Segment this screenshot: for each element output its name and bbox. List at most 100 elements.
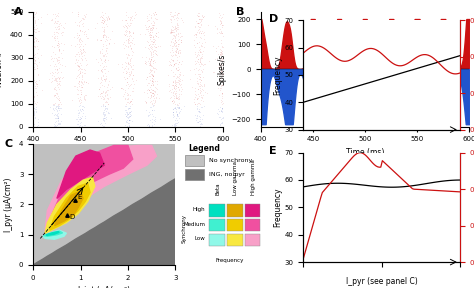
Point [197, 35, 205, 40]
Point [122, 104, 130, 109]
Point [119, 24, 127, 28]
Point [179, 19, 187, 24]
Point [78, 39, 85, 44]
Point [165, 62, 173, 67]
Point [75, 98, 83, 103]
Point [32, 52, 39, 56]
Point [33, 43, 41, 48]
Point [147, 44, 155, 49]
Point [145, 87, 152, 91]
Point [30, 111, 38, 115]
Point [171, 26, 178, 31]
Point [55, 75, 63, 80]
Point [152, 45, 160, 50]
Point [218, 90, 226, 95]
Point [125, 118, 132, 122]
Point [76, 107, 84, 111]
Point [100, 19, 108, 24]
Point [146, 61, 153, 66]
Point [101, 79, 109, 83]
Point [147, 33, 155, 37]
Point [94, 75, 102, 80]
Point [145, 88, 153, 92]
Point [73, 52, 81, 56]
Point [103, 106, 111, 110]
Point [193, 113, 201, 118]
Point [154, 44, 162, 49]
Point [145, 31, 153, 35]
Point [120, 92, 128, 96]
Point [30, 67, 37, 71]
Point [99, 41, 107, 46]
Point [149, 58, 156, 63]
Point [219, 44, 226, 49]
Point [167, 29, 174, 34]
FancyBboxPatch shape [245, 219, 260, 231]
Point [169, 14, 177, 19]
Point [55, 79, 63, 84]
Point [194, 86, 201, 91]
Point [167, 30, 175, 35]
Point [79, 44, 86, 49]
Point [191, 85, 199, 90]
Point [57, 112, 65, 116]
Point [196, 94, 203, 98]
Point [55, 44, 63, 49]
Point [98, 61, 106, 65]
Point [149, 25, 157, 30]
Point [55, 102, 63, 107]
Point [196, 59, 203, 64]
Point [78, 57, 86, 62]
Point [51, 101, 59, 106]
Point [122, 43, 129, 48]
Point [80, 96, 88, 101]
Point [175, 37, 182, 41]
Point [125, 92, 132, 96]
Point [74, 67, 82, 72]
Point [171, 37, 179, 42]
Point [31, 29, 38, 34]
Point [96, 63, 103, 68]
Point [99, 123, 106, 128]
Point [197, 93, 205, 98]
Point [76, 96, 83, 101]
Point [171, 86, 178, 90]
Point [52, 104, 59, 108]
Point [149, 94, 156, 98]
Point [152, 31, 160, 36]
Point [106, 95, 114, 99]
Point [77, 41, 84, 46]
Point [219, 14, 226, 19]
Point [33, 82, 40, 86]
Point [172, 40, 180, 44]
Point [199, 88, 207, 92]
Point [75, 32, 82, 37]
Point [73, 117, 81, 122]
Point [108, 28, 116, 33]
Point [147, 38, 155, 43]
Point [146, 33, 153, 37]
Point [201, 14, 208, 18]
Point [55, 116, 62, 121]
Point [122, 113, 129, 118]
Point [214, 86, 221, 91]
Point [79, 20, 87, 25]
Point [218, 83, 226, 88]
Point [194, 67, 201, 72]
Point [148, 15, 155, 20]
Point [78, 81, 86, 86]
Point [149, 82, 156, 87]
Point [123, 34, 130, 38]
Point [190, 42, 198, 47]
Point [219, 115, 226, 120]
Point [37, 21, 45, 25]
Point [195, 56, 202, 61]
Point [81, 97, 89, 101]
Point [98, 69, 106, 74]
Point [152, 52, 160, 56]
Point [98, 77, 106, 82]
Point [148, 91, 155, 95]
Point [30, 112, 38, 117]
Point [195, 100, 203, 105]
Point [145, 81, 153, 86]
